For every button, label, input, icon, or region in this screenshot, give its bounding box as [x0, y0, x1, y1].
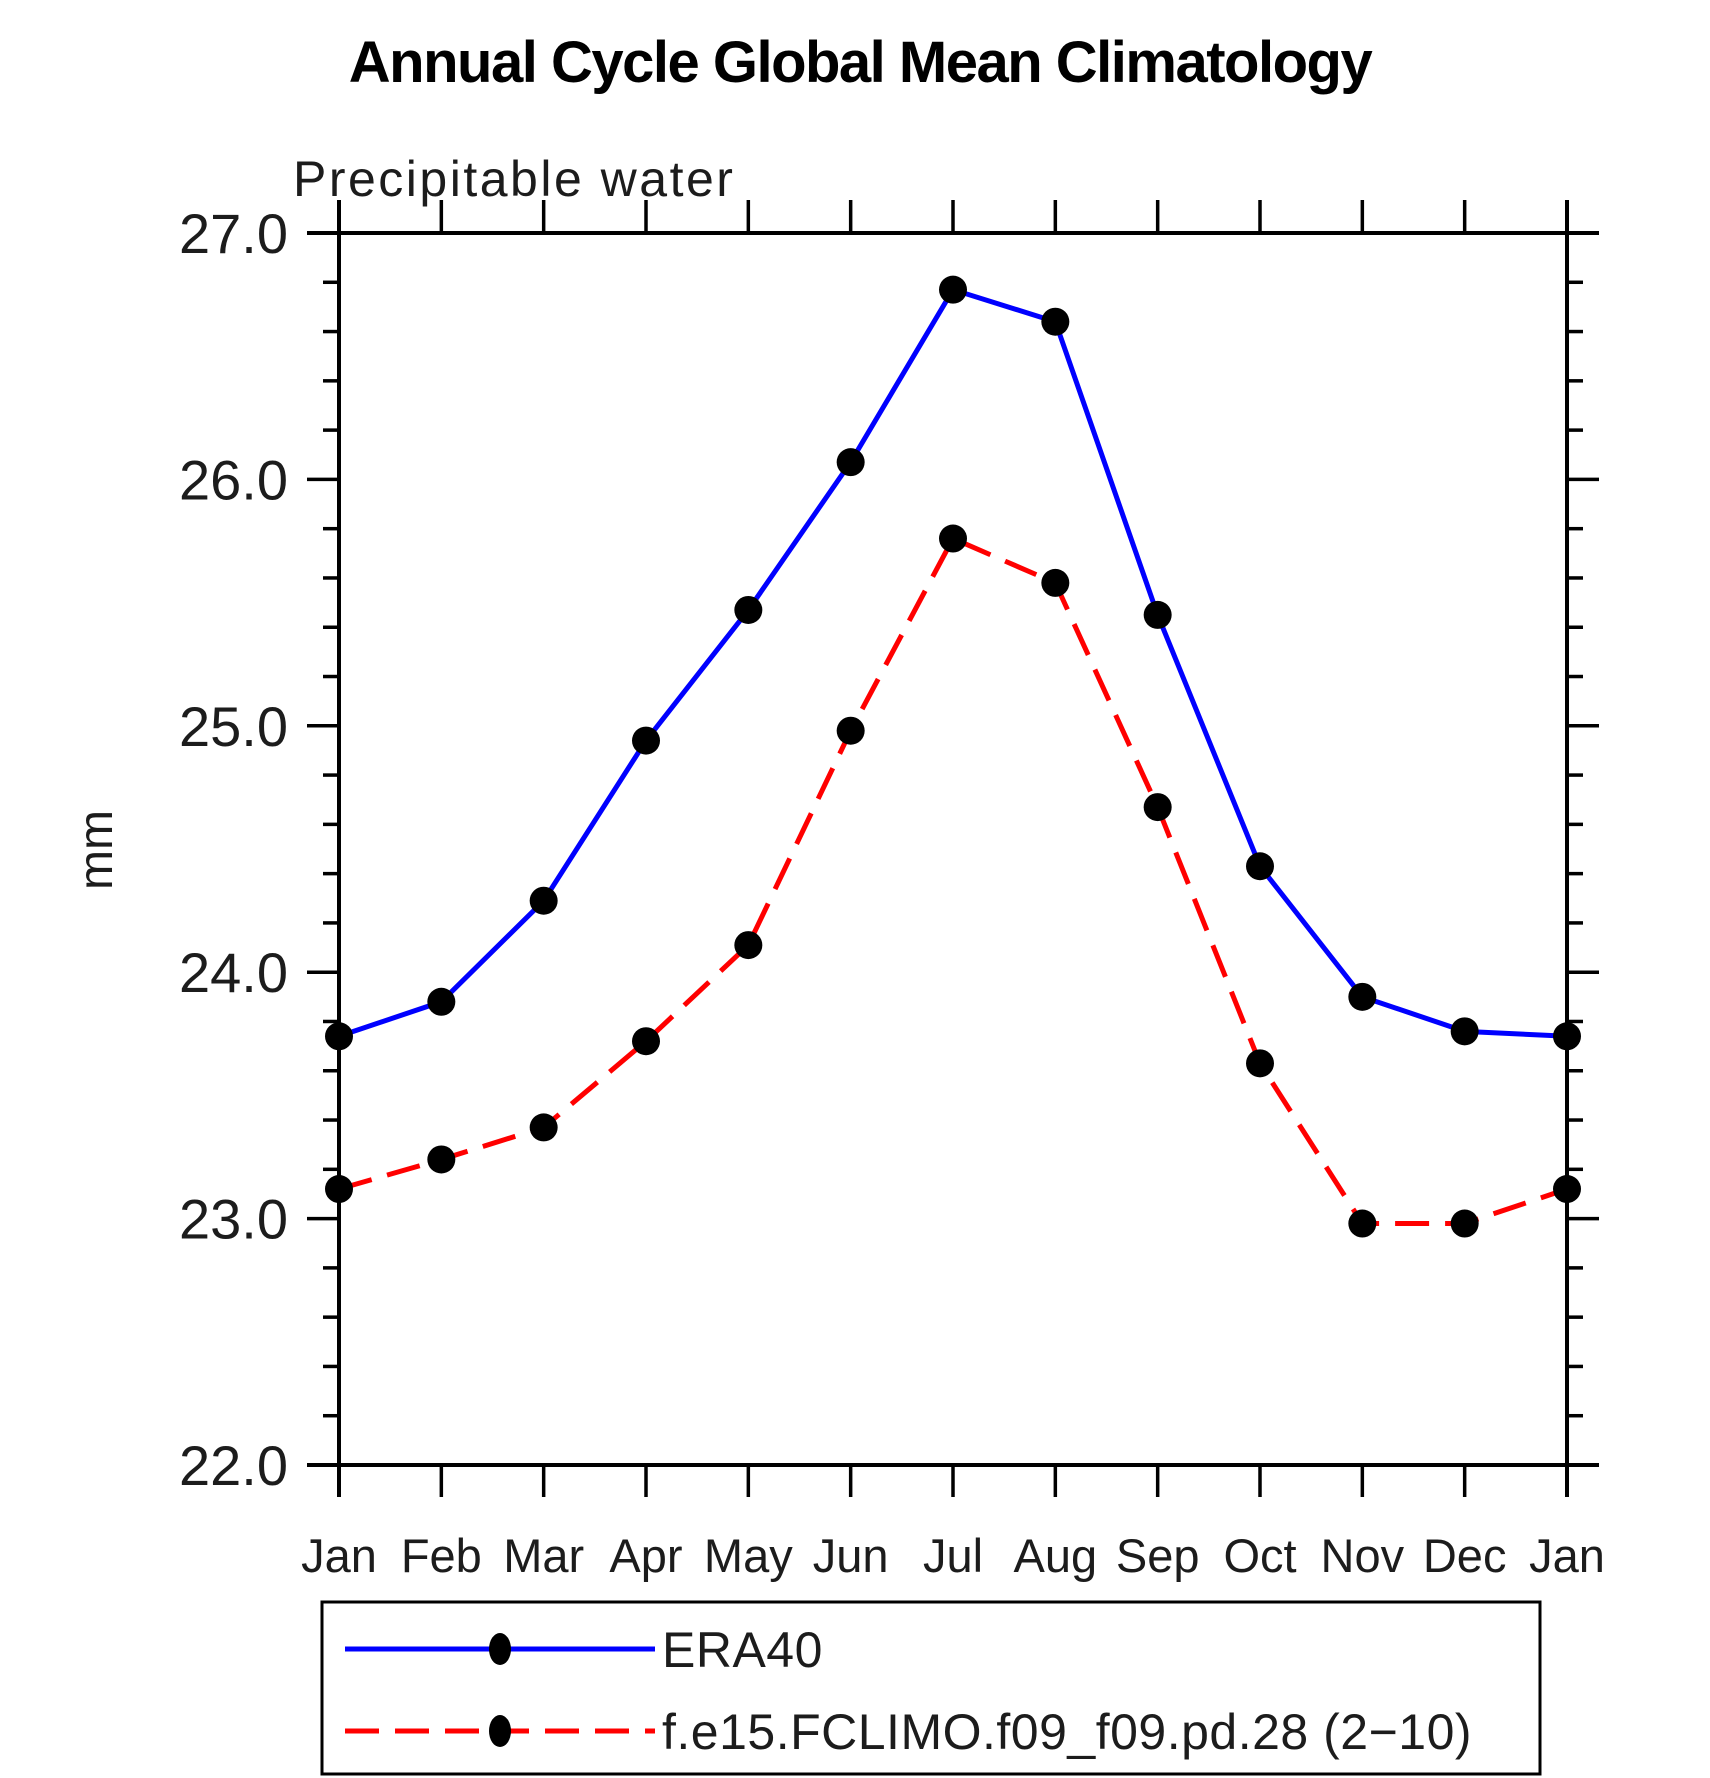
data-point-marker [325, 1022, 353, 1051]
y-tick-label: 24.0 [179, 941, 288, 1004]
plot-axes [307, 200, 1599, 1497]
data-point-marker [1041, 568, 1070, 597]
x-tick-label: Jul [923, 1529, 983, 1582]
data-point-marker [1348, 982, 1377, 1011]
data-point-marker [1041, 307, 1070, 336]
data-point-marker [427, 987, 456, 1016]
data-point-marker [1553, 1175, 1581, 1204]
x-tick-label: Jan [1529, 1529, 1605, 1582]
x-tick-label: Feb [401, 1529, 482, 1582]
x-tick-label: Sep [1116, 1529, 1200, 1582]
x-tick-label: Jan [301, 1529, 377, 1582]
y-tick-label: 27.0 [179, 202, 288, 265]
series-line-1 [338, 535, 1568, 1227]
y-axis-unit-label: mm [70, 810, 123, 890]
data-point-marker [529, 886, 558, 915]
x-tick-label: Aug [1014, 1529, 1098, 1582]
x-tick-label: Mar [503, 1529, 584, 1582]
data-point-marker [1246, 1049, 1274, 1078]
data-point-marker [836, 448, 865, 477]
x-tick-label: May [704, 1529, 793, 1582]
y-tick-labels: 22.0 23.0 24.0 25.0 26.0 27.0 [179, 202, 288, 1497]
legend-label-model: f.e15.FCLIMO.f09_f09.pd.28 (2−10) [662, 1704, 1472, 1760]
y-tick-label: 23.0 [179, 1188, 288, 1251]
data-point-marker [1246, 852, 1274, 881]
data-point-marker [1143, 600, 1172, 629]
data-point-marker [734, 595, 763, 624]
legend-marker-model [489, 1715, 511, 1747]
data-point-marker [1450, 1209, 1479, 1238]
chart-title: Annual Cycle Global Mean Climatology [349, 30, 1373, 95]
legend-box [320, 1600, 1542, 1776]
series-line-0 [338, 286, 1568, 1039]
data-point-marker [529, 1113, 558, 1142]
data-point-marker [1348, 1209, 1377, 1238]
data-point-marker [1143, 793, 1172, 822]
legend-label-era40: ERA40 [662, 1622, 823, 1678]
data-point-marker [939, 275, 967, 304]
data-series [325, 275, 1581, 1238]
legend: ERA40 f.e15.FCLIMO.f09_f09.pd.28 (2−10) [320, 1600, 1542, 1776]
y-tick-label: 25.0 [179, 695, 288, 758]
x-tick-labels: Jan Feb Mar Apr May Jun Jul Aug Sep Oct Nov Dec Jan [301, 1529, 1605, 1582]
legend-marker-era40 [489, 1633, 511, 1665]
x-tick-label: Dec [1423, 1529, 1507, 1582]
y-tick-label: 26.0 [179, 448, 288, 511]
x-tick-label: Apr [609, 1529, 682, 1582]
data-point-marker [632, 726, 660, 755]
data-point-marker [734, 931, 763, 960]
data-point-marker [632, 1027, 660, 1056]
x-tick-label: Oct [1223, 1529, 1296, 1582]
x-tick-label: Jun [813, 1529, 889, 1582]
data-point-marker [1450, 1017, 1479, 1046]
data-point-marker [939, 524, 967, 553]
legend-item-era40: ERA40 [345, 1622, 823, 1678]
chart-subtitle: Precipitable water [293, 151, 735, 207]
x-tick-label: Nov [1321, 1529, 1405, 1582]
legend-item-model: f.e15.FCLIMO.f09_f09.pd.28 (2−10) [345, 1704, 1472, 1760]
data-point-marker [836, 716, 865, 745]
data-point-marker [325, 1175, 353, 1204]
data-point-marker [1553, 1022, 1581, 1051]
data-point-marker [427, 1145, 456, 1174]
y-tick-label: 22.0 [179, 1434, 288, 1497]
